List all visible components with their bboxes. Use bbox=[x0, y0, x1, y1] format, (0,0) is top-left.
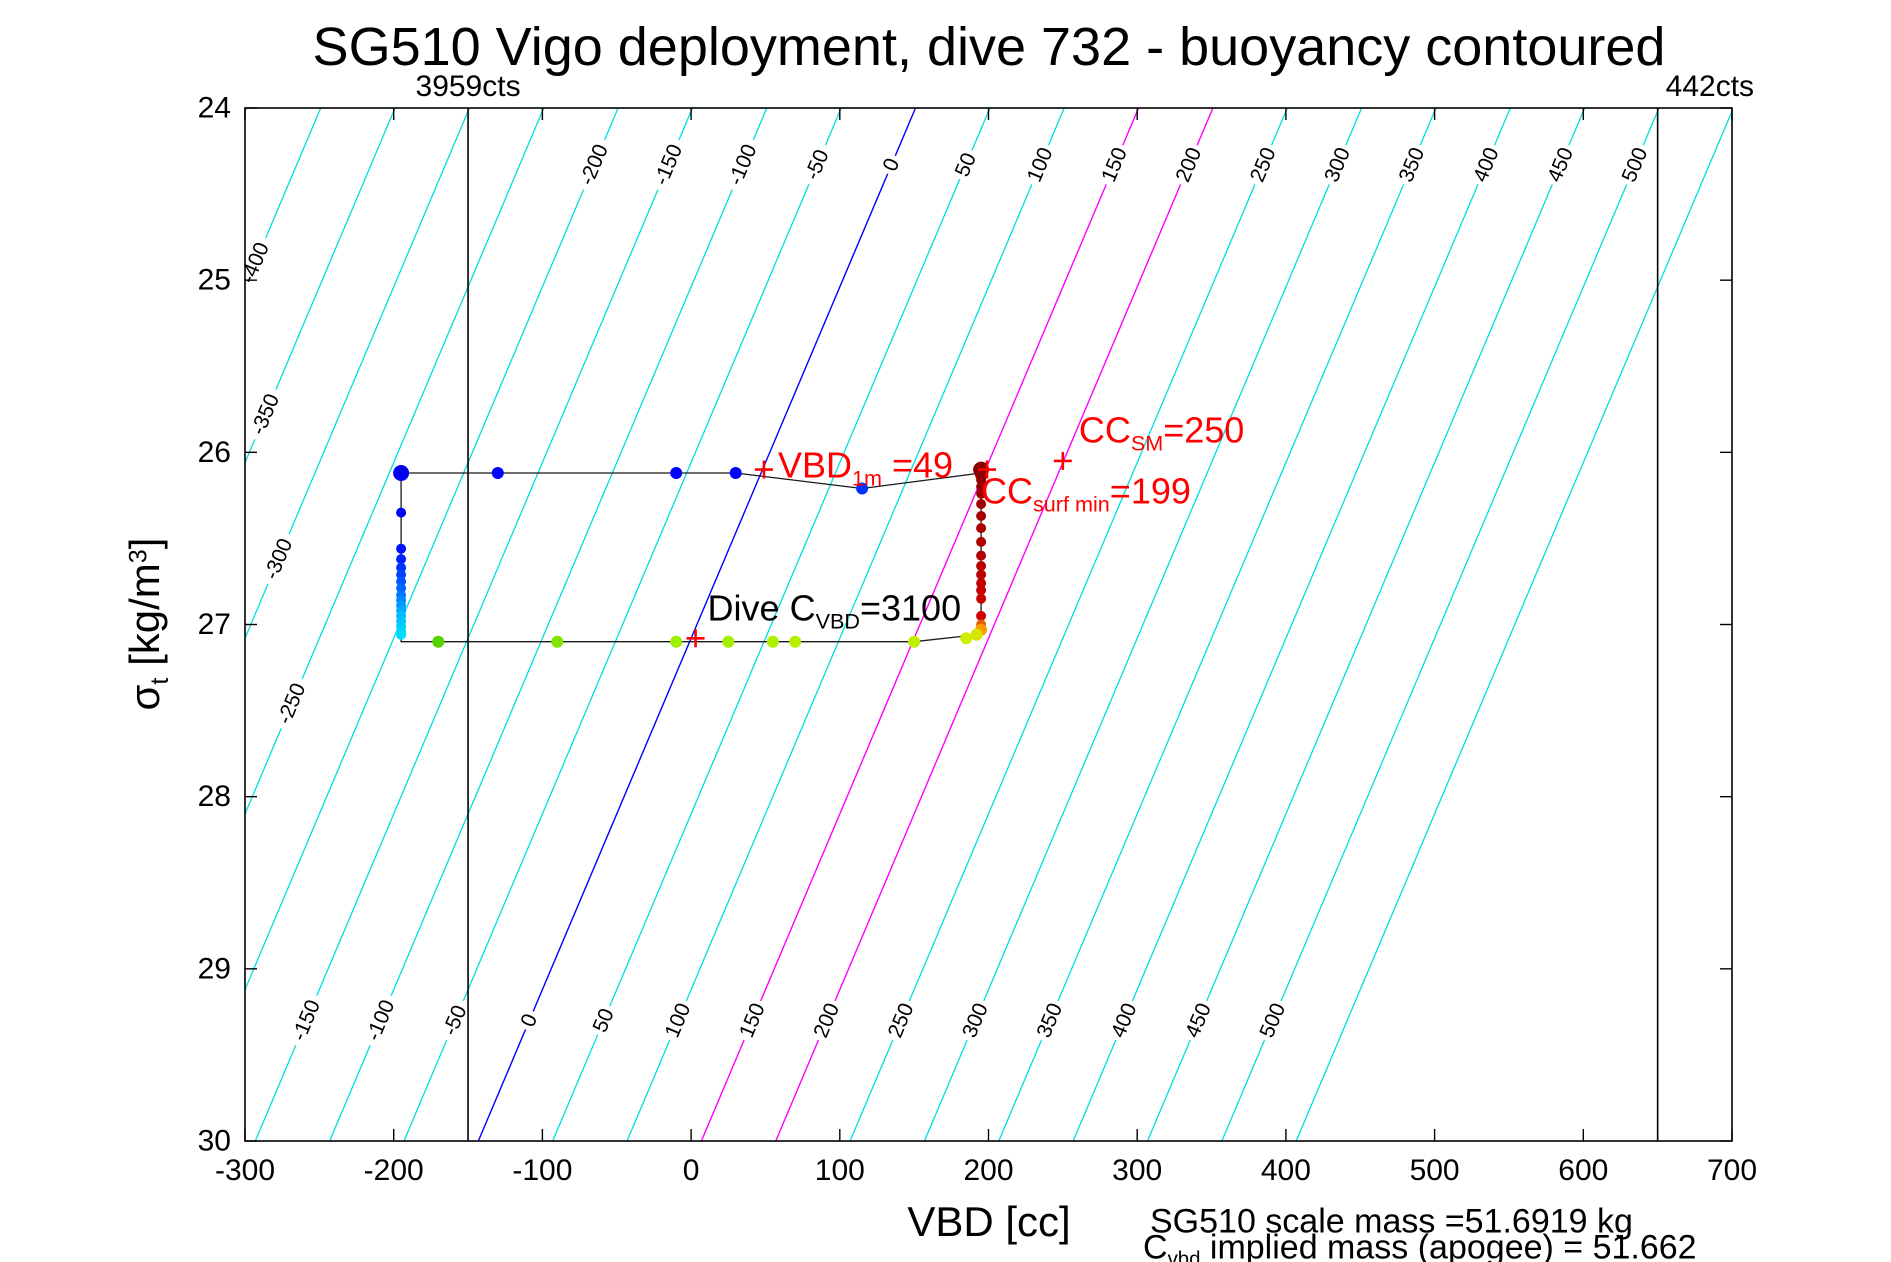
contour-lines bbox=[245, 108, 1732, 1141]
contour-label: 250 bbox=[1243, 140, 1283, 190]
contour-label: 50 bbox=[948, 145, 983, 184]
contour-label: -50 bbox=[797, 140, 837, 190]
y-tick-label: 25 bbox=[198, 264, 231, 297]
footer-subscript: vbd bbox=[1167, 1248, 1201, 1262]
y-axis-label: σt [kg/m3] bbox=[121, 538, 175, 711]
svg-text:-200: -200 bbox=[575, 141, 613, 189]
ylabel-superscript: 3 bbox=[124, 549, 153, 564]
annotation-value: =250 bbox=[1163, 409, 1245, 451]
ylabel-units: [kg/m bbox=[121, 563, 169, 678]
contour-label: 500 bbox=[1253, 996, 1293, 1045]
annotation-markers bbox=[686, 451, 1072, 648]
contour-label: 300 bbox=[1318, 140, 1357, 190]
axis-ticks: -300 -200 -100 0 100 200 300 400 500 600 700242526… bbox=[198, 92, 1757, 1187]
contour-label: 150 bbox=[733, 996, 772, 1045]
svg-text:-100: -100 bbox=[362, 997, 400, 1045]
annotation-subscript: surf min bbox=[1033, 490, 1110, 516]
annotation-value: =199 bbox=[1109, 470, 1191, 512]
contour-label: 100 bbox=[1020, 140, 1060, 190]
contour-label: -400 bbox=[233, 233, 277, 293]
contour-label: 400 bbox=[1104, 996, 1144, 1045]
contour-label: 450 bbox=[1541, 140, 1580, 190]
svg-text:-100: -100 bbox=[724, 141, 762, 189]
y-tick-label: 29 bbox=[198, 952, 231, 985]
contour-label: 0 bbox=[876, 151, 907, 179]
contour-label: 50 bbox=[586, 1001, 621, 1040]
x-tick-label: 300 bbox=[1112, 1154, 1162, 1187]
annotation-cc-sm: CCSM=250 bbox=[1079, 410, 1244, 457]
contour-label: 450 bbox=[1179, 996, 1218, 1045]
x-tick-label: 200 bbox=[963, 1154, 1013, 1187]
contour-label: -200 bbox=[572, 135, 616, 195]
annotation-subscript: 1m bbox=[851, 464, 882, 490]
y-tick-label: 27 bbox=[198, 608, 231, 641]
contour-label: 0 bbox=[514, 1006, 545, 1035]
contour-label: -150 bbox=[646, 135, 690, 195]
svg-text:-300: -300 bbox=[260, 535, 298, 583]
annotation-value: =49 bbox=[881, 444, 954, 486]
contour-label: 200 bbox=[807, 996, 847, 1045]
y-tick-label: 30 bbox=[198, 1125, 231, 1158]
annotation-subscript: VBD bbox=[815, 608, 860, 634]
contour-label: -250 bbox=[270, 674, 314, 734]
annotation-subscript: SM bbox=[1130, 430, 1164, 456]
vbd-limit-lines bbox=[467, 108, 1659, 1141]
y-tick-label: 28 bbox=[198, 780, 231, 813]
annotation-cc-surf-min: CCsurf min=199 bbox=[981, 470, 1191, 517]
contour-label: 200 bbox=[1169, 140, 1209, 190]
svg-text:-250: -250 bbox=[273, 680, 311, 728]
contour-label: 100 bbox=[658, 996, 698, 1045]
contour-label: -100 bbox=[721, 135, 765, 195]
x-tick-label: 400 bbox=[1261, 1154, 1311, 1187]
ylabel-subscript: t bbox=[145, 677, 174, 685]
y-tick-label: 24 bbox=[198, 92, 231, 125]
contour-label: 500 bbox=[1615, 140, 1655, 190]
chart-title: SG510 Vigo deployment, dive 732 - buoyan… bbox=[312, 17, 1666, 77]
ylabel-symbol: σ bbox=[121, 684, 169, 711]
annotation-text: CC bbox=[1078, 409, 1131, 451]
ylabel-units-close: ] bbox=[121, 537, 169, 550]
left-limit-count-label: 3959cts bbox=[415, 70, 521, 103]
annotation-text: Dive C bbox=[707, 587, 816, 629]
contour-label: -150 bbox=[284, 990, 328, 1051]
footer-text: implied mass (apogee) = 51.662 bbox=[1200, 1228, 1697, 1262]
svg-text:-150: -150 bbox=[288, 997, 326, 1045]
contour-label: -350 bbox=[243, 384, 287, 444]
contour-label: 350 bbox=[1030, 996, 1070, 1045]
contour-label: 250 bbox=[881, 996, 921, 1045]
annotation-text: CC bbox=[981, 470, 1033, 512]
x-axis-label: VBD [cc] bbox=[907, 1198, 1071, 1245]
contour-label: 400 bbox=[1466, 140, 1506, 190]
x-tick-label: 500 bbox=[1410, 1154, 1460, 1187]
contour-label: -300 bbox=[256, 529, 301, 589]
x-tick-label: 0 bbox=[683, 1154, 700, 1187]
data-points bbox=[393, 461, 990, 648]
annotation-dive-cvbd: Dive CVBD=3100 bbox=[708, 588, 962, 635]
svg-text:-350: -350 bbox=[247, 391, 285, 439]
contour-label: 150 bbox=[1095, 140, 1134, 190]
x-tick-label: 600 bbox=[1558, 1154, 1608, 1187]
x-tick-label: -100 bbox=[512, 1154, 572, 1187]
x-tick-label: 100 bbox=[815, 1154, 865, 1187]
contour-label: 350 bbox=[1392, 140, 1432, 190]
svg-text:-150: -150 bbox=[650, 141, 688, 189]
x-tick-label: 700 bbox=[1707, 1154, 1757, 1187]
footer-text: C bbox=[1143, 1228, 1168, 1262]
right-limit-count-label: 442cts bbox=[1665, 70, 1755, 103]
contour-label: 300 bbox=[956, 996, 995, 1045]
x-tick-label: -200 bbox=[364, 1154, 424, 1187]
annotation-text: VBD bbox=[777, 444, 852, 486]
x-tick-label: -300 bbox=[215, 1154, 275, 1187]
annotation-value: =3100 bbox=[859, 587, 962, 629]
y-tick-label: 26 bbox=[198, 436, 231, 469]
annotation-vbd-1m: VBD1m =49 bbox=[778, 444, 953, 491]
scale-mass-text: SG510 scale mass =51.6919 kg bbox=[1150, 1202, 1633, 1241]
implied-mass-text: Cvbd implied mass (apogee) = 51.662 bbox=[1143, 1228, 1697, 1262]
contour-label: -100 bbox=[359, 990, 403, 1051]
